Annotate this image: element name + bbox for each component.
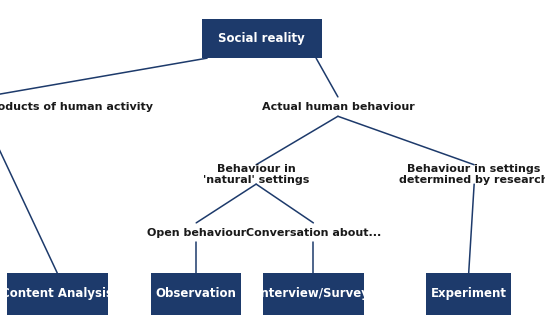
Text: Behaviour in settings
determined by research: Behaviour in settings determined by rese… [399, 164, 545, 185]
Text: Observation: Observation [156, 287, 237, 300]
FancyBboxPatch shape [151, 273, 241, 315]
Text: Experiment: Experiment [431, 287, 507, 300]
Text: Products of human activity: Products of human activity [0, 102, 153, 111]
Text: Behaviour in
'natural' settings: Behaviour in 'natural' settings [203, 164, 310, 185]
Text: Social reality: Social reality [218, 32, 305, 45]
Text: Open behaviour: Open behaviour [147, 228, 246, 237]
FancyBboxPatch shape [202, 19, 322, 58]
Text: Content Analysis: Content Analysis [1, 287, 113, 300]
Text: Conversation about...: Conversation about... [246, 228, 381, 237]
FancyBboxPatch shape [7, 273, 108, 315]
Text: Interview/Survey: Interview/Survey [257, 287, 370, 300]
Text: Actual human behaviour: Actual human behaviour [262, 102, 414, 111]
FancyBboxPatch shape [263, 273, 364, 315]
FancyBboxPatch shape [426, 273, 511, 315]
